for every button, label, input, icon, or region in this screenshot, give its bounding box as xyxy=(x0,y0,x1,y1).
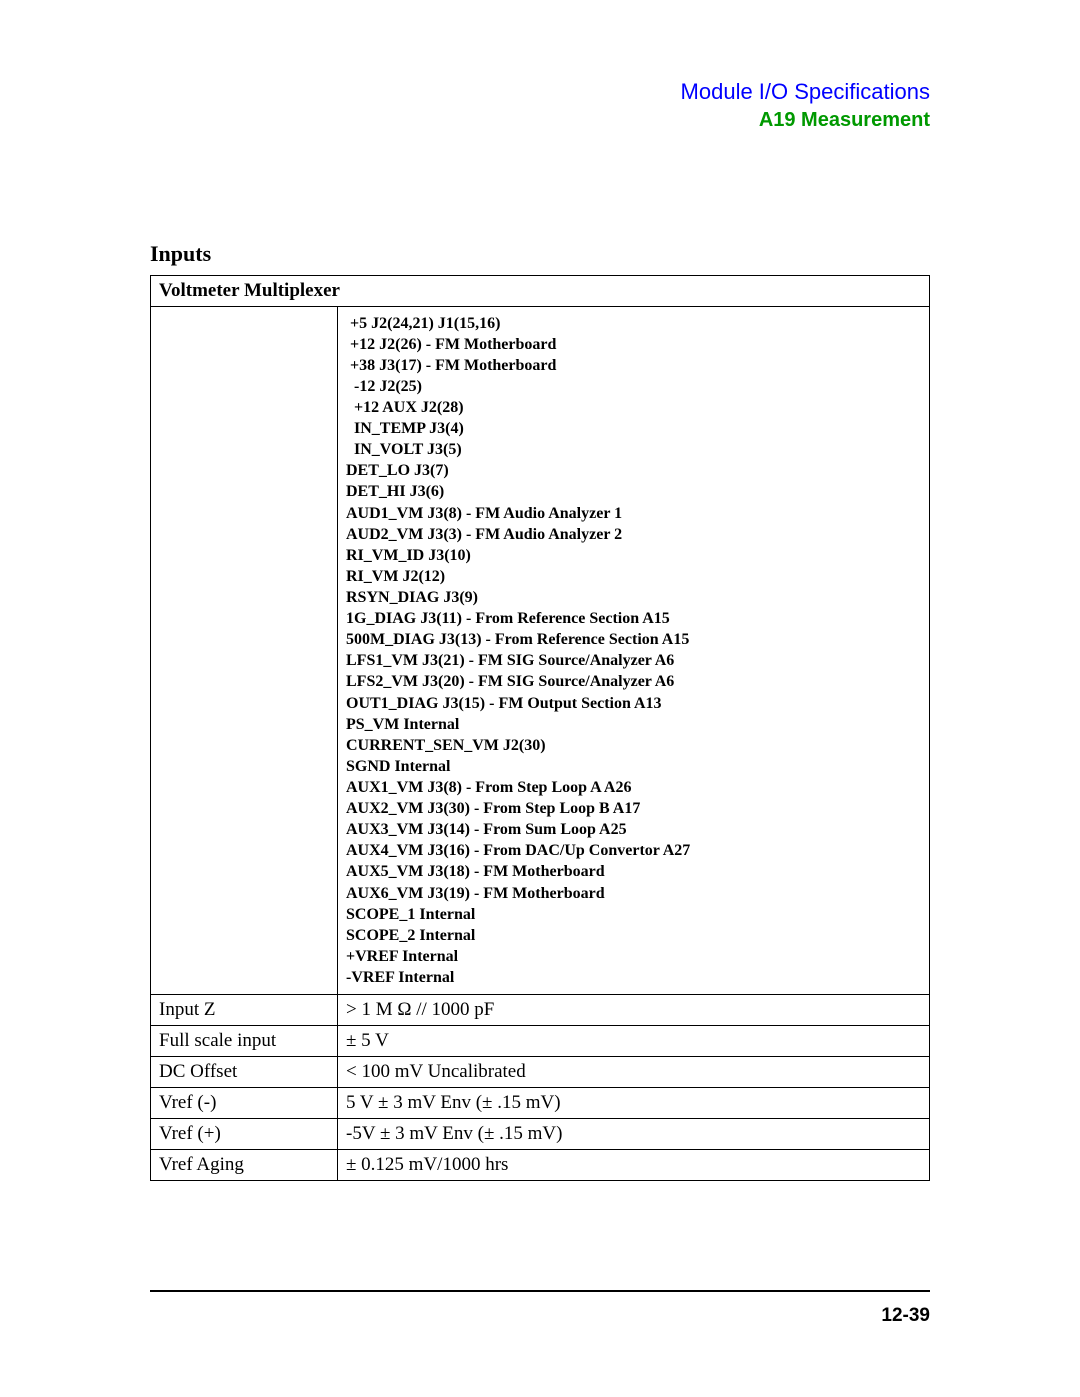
signal-line: DET_LO J3(7) xyxy=(346,460,921,481)
value-cell: > 1 M Ω // 1000 pF xyxy=(338,995,930,1026)
signal-list-cell: +5 J2(24,21) J1(15,16) +12 J2(26) - FM M… xyxy=(338,306,930,995)
signal-line: CURRENT_SEN_VM J2(30) xyxy=(346,735,921,756)
param-cell: Vref (+) xyxy=(151,1119,338,1150)
value-cell: 5 V ± 3 mV Env (± .15 mV) xyxy=(338,1088,930,1119)
param-cell: Vref Aging xyxy=(151,1150,338,1181)
table-row: Input Z> 1 M Ω // 1000 pF xyxy=(151,995,930,1026)
value-cell: -5V ± 3 mV Env (± .15 mV) xyxy=(338,1119,930,1150)
page: Module I/O Specifications A19 Measuremen… xyxy=(0,0,1080,1397)
spec-table: Voltmeter Multiplexer +5 J2(24,21) J1(15… xyxy=(150,275,930,1182)
value-cell: ± 0.125 mV/1000 hrs xyxy=(338,1150,930,1181)
signal-line: -12 J2(25) xyxy=(346,376,921,397)
signal-list: +5 J2(24,21) J1(15,16) +12 J2(26) - FM M… xyxy=(346,311,921,991)
table-row: Full scale input± 5 V xyxy=(151,1026,930,1057)
signal-line: 500M_DIAG J3(13) - From Reference Sectio… xyxy=(346,629,921,650)
signal-list-left-cell xyxy=(151,306,338,995)
table-header-row: Voltmeter Multiplexer xyxy=(151,275,930,306)
signal-line: PS_VM Internal xyxy=(346,714,921,735)
signal-list-row: +5 J2(24,21) J1(15,16) +12 J2(26) - FM M… xyxy=(151,306,930,995)
signal-line: -VREF Internal xyxy=(346,967,921,988)
param-cell: Input Z xyxy=(151,995,338,1026)
signal-line: SCOPE_1 Internal xyxy=(346,904,921,925)
header-title: Module I/O Specifications xyxy=(150,78,930,107)
signal-line: RI_VM J2(12) xyxy=(346,566,921,587)
value-cell: < 100 mV Uncalibrated xyxy=(338,1057,930,1088)
signal-line: IN_VOLT J3(5) xyxy=(346,439,921,460)
param-cell: Vref (-) xyxy=(151,1088,338,1119)
signal-line: LFS2_VM J3(20) - FM SIG Source/Analyzer … xyxy=(346,671,921,692)
section-title: Inputs xyxy=(150,241,930,267)
signal-line: AUX4_VM J3(16) - From DAC/Up Convertor A… xyxy=(346,840,921,861)
signal-line: +12 J2(26) - FM Motherboard xyxy=(346,334,921,355)
signal-line: +5 J2(24,21) J1(15,16) xyxy=(346,313,921,334)
footer-rule xyxy=(150,1290,930,1292)
signal-line: AUX2_VM J3(30) - From Step Loop B A17 xyxy=(346,798,921,819)
signal-line: RI_VM_ID J3(10) xyxy=(346,545,921,566)
header-subtitle: A19 Measurement xyxy=(150,107,930,133)
signal-line: AUX5_VM J3(18) - FM Motherboard xyxy=(346,861,921,882)
page-number: 12-39 xyxy=(881,1305,930,1327)
signal-line: RSYN_DIAG J3(9) xyxy=(346,587,921,608)
signal-line: AUD1_VM J3(8) - FM Audio Analyzer 1 xyxy=(346,503,921,524)
param-cell: Full scale input xyxy=(151,1026,338,1057)
signal-line: AUX3_VM J3(14) - From Sum Loop A25 xyxy=(346,819,921,840)
signal-line: IN_TEMP J3(4) xyxy=(346,418,921,439)
table-row: Vref Aging± 0.125 mV/1000 hrs xyxy=(151,1150,930,1181)
table-row: Vref (+)-5V ± 3 mV Env (± .15 mV) xyxy=(151,1119,930,1150)
signal-line: +12 AUX J2(28) xyxy=(346,397,921,418)
signal-line: AUX1_VM J3(8) - From Step Loop A A26 xyxy=(346,777,921,798)
signal-line: +38 J3(17) - FM Motherboard xyxy=(346,355,921,376)
param-cell: DC Offset xyxy=(151,1057,338,1088)
table-row: Vref (-)5 V ± 3 mV Env (± .15 mV) xyxy=(151,1088,930,1119)
signal-line: +VREF Internal xyxy=(346,946,921,967)
signal-line: LFS1_VM J3(21) - FM SIG Source/Analyzer … xyxy=(346,650,921,671)
signal-line: 1G_DIAG J3(11) - From Reference Section … xyxy=(346,608,921,629)
signal-line: SGND Internal xyxy=(346,756,921,777)
signal-line: DET_HI J3(6) xyxy=(346,481,921,502)
signal-line: AUD2_VM J3(3) - FM Audio Analyzer 2 xyxy=(346,524,921,545)
signal-line: AUX6_VM J3(19) - FM Motherboard xyxy=(346,883,921,904)
value-cell: ± 5 V xyxy=(338,1026,930,1057)
page-header: Module I/O Specifications A19 Measuremen… xyxy=(150,78,930,133)
signal-line: OUT1_DIAG J3(15) - FM Output Section A13 xyxy=(346,693,921,714)
table-header-cell: Voltmeter Multiplexer xyxy=(151,275,930,306)
table-row: DC Offset< 100 mV Uncalibrated xyxy=(151,1057,930,1088)
signal-line: SCOPE_2 Internal xyxy=(346,925,921,946)
